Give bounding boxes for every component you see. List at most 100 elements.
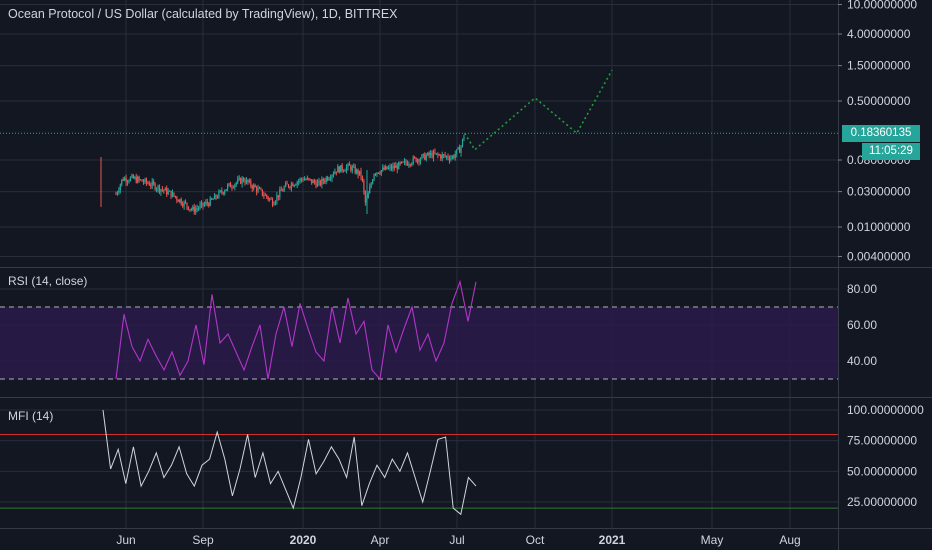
candle-body (234, 184, 236, 188)
candle-body (431, 152, 433, 158)
candle-body (208, 203, 210, 206)
candle-body (347, 163, 349, 167)
candle-body (271, 199, 274, 206)
candle-body (153, 181, 155, 184)
candle-body (414, 157, 416, 159)
time-tick-label: Oct (526, 533, 545, 547)
candle-body (257, 188, 259, 192)
candle-body (305, 179, 307, 181)
candle-body (316, 182, 319, 187)
candle-body (264, 194, 266, 196)
candle-body (340, 165, 342, 173)
candle-body (267, 197, 269, 200)
candle-body (128, 180, 130, 182)
candle-body (419, 158, 422, 162)
price-tick-label: 1.50000000 (847, 59, 911, 73)
candle-body (124, 178, 126, 181)
candle-body (274, 201, 277, 204)
bar-countdown-tag: 11:05:29 (862, 143, 920, 160)
candle-body (121, 179, 123, 185)
candle-body (266, 194, 268, 198)
candle-body (118, 190, 120, 193)
candle-body (279, 189, 281, 198)
time-tick-label: 2021 (599, 533, 626, 547)
candle-body (179, 199, 181, 202)
candle-body (182, 204, 184, 206)
candle-body (203, 204, 206, 206)
mfi-line (0, 409, 838, 516)
candle-body (453, 156, 455, 158)
candle-body (205, 202, 207, 205)
candle-body (343, 170, 345, 172)
candle-body (227, 184, 229, 190)
candle-body (421, 154, 423, 159)
candle-body (389, 166, 391, 168)
candle-body (209, 198, 211, 206)
candle-body (327, 177, 329, 180)
candle-body (358, 170, 361, 175)
candle-body (448, 158, 451, 160)
candle-body (157, 185, 159, 189)
candle-body (174, 195, 177, 198)
candle-body (169, 190, 171, 192)
candle-body (363, 180, 365, 192)
candle-body (254, 185, 256, 188)
axes: 10.00000000 4.00000000 1.50000000 0.5000000… (116, 0, 924, 547)
candle-body (287, 184, 290, 187)
rsi-tick-label: 80.00 (847, 282, 877, 296)
candle-body (418, 159, 420, 162)
candle-body (190, 209, 192, 211)
price-tick-label: 0.50000000 (847, 94, 911, 108)
candle-body (276, 195, 278, 202)
candle-body (456, 149, 458, 154)
candle-body (216, 197, 219, 199)
rsi-series-line (115, 279, 477, 381)
candle-body (125, 178, 127, 182)
candle-body (459, 147, 461, 153)
candle-body (398, 162, 400, 170)
candle-body (314, 180, 316, 183)
candle-body (367, 193, 369, 199)
candle-body (292, 183, 294, 187)
candle-body (147, 182, 149, 184)
candle-body (140, 179, 142, 181)
candle-body (406, 163, 409, 166)
candle-body (171, 192, 174, 197)
candle-body (228, 183, 230, 185)
candle-body (170, 190, 172, 197)
candle-body (253, 185, 255, 189)
candle-body (237, 179, 239, 183)
candle-body (428, 152, 430, 156)
candle-body (150, 185, 152, 187)
projection-path (463, 69, 613, 152)
candle-body (450, 157, 452, 160)
candle-body (412, 157, 414, 164)
candle-body (183, 201, 185, 206)
price-tick-label: 10.00000000 (847, 0, 917, 12)
candle-body (198, 207, 200, 209)
price-tick-label: 0.03000000 (847, 185, 911, 199)
candle-body (282, 190, 284, 192)
candle-body (229, 183, 232, 188)
rsi-line (115, 279, 477, 381)
candle-body (461, 139, 464, 147)
candle-body (199, 204, 201, 208)
mfi-tick-label: 100.00000000 (847, 403, 924, 417)
candle-body (293, 185, 295, 187)
candle-body (238, 178, 240, 180)
candle-body (166, 188, 168, 195)
candle-body (232, 187, 235, 189)
candle-body (386, 166, 388, 170)
candle-body (277, 195, 279, 198)
candle-body (260, 188, 262, 190)
candle-body (348, 163, 351, 166)
candle-body (460, 146, 462, 153)
candle-body (283, 186, 285, 191)
candle-body (296, 181, 298, 185)
candle-body (206, 202, 208, 204)
candle-body (196, 208, 198, 210)
time-tick-label: Apr (371, 533, 390, 547)
